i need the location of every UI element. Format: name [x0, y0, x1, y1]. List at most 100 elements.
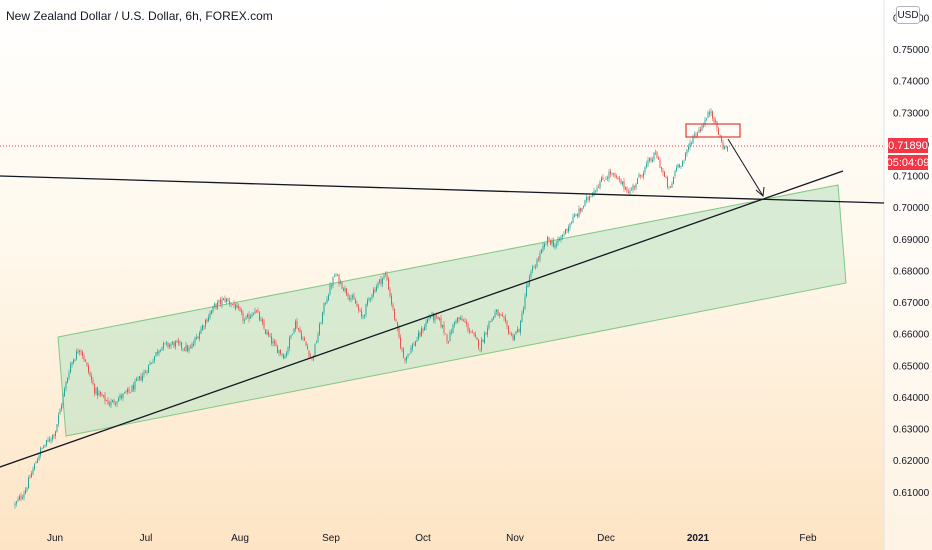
currency-selector[interactable]: USD: [896, 6, 920, 24]
candle-body: [653, 152, 655, 160]
candle-body: [184, 349, 185, 351]
candle-body: [265, 329, 266, 334]
candle-body: [514, 335, 515, 340]
candle-body: [371, 295, 373, 299]
candle-body: [302, 338, 304, 340]
candle-body: [346, 288, 347, 295]
candle-body: [526, 286, 527, 297]
candle-body: [80, 351, 82, 353]
candle-body: [422, 329, 424, 331]
candle-body: [457, 317, 458, 322]
candle-body: [692, 136, 694, 144]
time-axis[interactable]: Jun Jul Aug Sep Oct Nov Dec 2021 Feb: [47, 533, 817, 544]
horizontal-resistance-line[interactable]: [0, 175, 885, 204]
candle-body: [131, 385, 133, 393]
drawings[interactable]: [0, 123, 885, 468]
candle-body: [238, 305, 239, 308]
candle-body: [469, 329, 470, 332]
candle-body: [424, 327, 425, 331]
candle-body: [623, 181, 625, 189]
candle-body: [383, 275, 385, 279]
candle-body: [503, 316, 505, 318]
candle-body: [703, 125, 704, 127]
candle-body: [523, 308, 524, 314]
candle-body: [461, 318, 463, 321]
candle-body: [430, 316, 431, 318]
price-tick-label: 0.74000: [893, 77, 930, 88]
candle-body: [679, 164, 680, 167]
candle-body: [400, 337, 401, 348]
candlestick-series: [14, 108, 728, 509]
ascending-trendline[interactable]: [0, 170, 844, 468]
candle-body: [398, 327, 400, 338]
candle-body: [218, 300, 220, 302]
candle-body: [338, 274, 340, 284]
price-tick-label: 0.66000: [893, 330, 930, 341]
candle-body: [638, 174, 640, 178]
candle-body: [152, 361, 154, 364]
candle-body: [629, 190, 631, 194]
projection-arrow-line[interactable]: [727, 138, 764, 197]
candle-body: [53, 435, 55, 437]
candle-body: [403, 349, 404, 358]
candle-body: [616, 176, 617, 178]
candle-body: [110, 401, 112, 406]
candle-body: [415, 341, 416, 346]
candle-body: [229, 300, 230, 304]
candle-body: [667, 177, 668, 188]
candle-body: [481, 340, 482, 350]
candle-body: [20, 495, 22, 499]
top-rectangle[interactable]: [685, 123, 741, 138]
candle-body: [527, 283, 529, 287]
candle-body: [304, 337, 305, 341]
candle-body: [379, 279, 380, 283]
candle-body: [574, 215, 575, 218]
candle-body: [235, 304, 236, 309]
candle-body: [671, 183, 673, 188]
candle-body: [439, 317, 440, 320]
candle-body: [209, 312, 211, 319]
candle-body: [634, 186, 635, 188]
candle-body: [307, 346, 308, 350]
candle-body: [323, 303, 325, 313]
candle-body: [236, 305, 238, 309]
candle-body: [29, 477, 31, 479]
candle-body: [256, 310, 257, 312]
candle-body: [266, 331, 268, 335]
candle-body: [664, 172, 665, 177]
candle-body: [619, 178, 620, 180]
candle-body: [295, 321, 296, 330]
candle-body: [206, 319, 208, 322]
candle-body: [118, 398, 119, 402]
candle-body: [718, 128, 719, 135]
candle-body: [509, 333, 511, 335]
candle-body: [458, 317, 460, 320]
candle-body: [595, 190, 596, 192]
price-tick-label: 0.62000: [893, 456, 930, 467]
candle-body: [548, 237, 550, 241]
candle-body: [704, 119, 706, 126]
candle-body: [124, 392, 125, 394]
candle-body: [556, 244, 557, 246]
candle-body: [580, 208, 581, 211]
candle-body: [500, 314, 502, 316]
candle-body: [347, 293, 349, 297]
candle-body: [281, 354, 283, 356]
candle-body: [185, 345, 187, 351]
candle-body: [397, 321, 398, 329]
candle-body: [334, 275, 335, 277]
candle-body: [145, 372, 146, 373]
candle-body: [301, 332, 302, 340]
candle-body: [367, 299, 368, 305]
candle-body: [557, 238, 559, 244]
candle-body: [484, 333, 485, 343]
candle-body: [182, 348, 184, 350]
candle-body: [113, 400, 115, 404]
candle-body: [278, 350, 280, 354]
candle-body: [125, 391, 127, 393]
candle-body: [685, 152, 686, 160]
candle-body: [359, 310, 361, 312]
candle-body: [341, 282, 343, 289]
candle-body: [193, 343, 194, 346]
